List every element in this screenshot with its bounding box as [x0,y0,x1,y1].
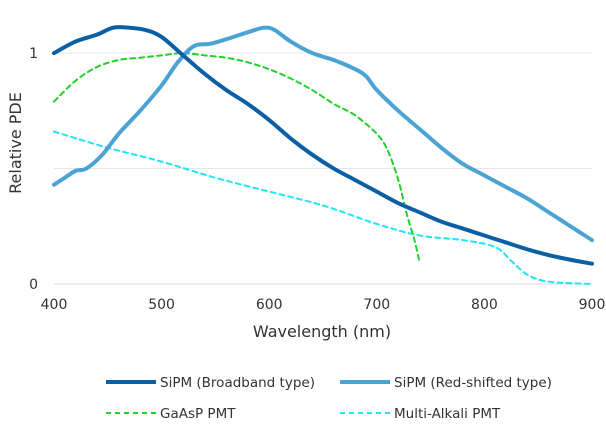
legend-label-0: SiPM (Broadband type) [160,375,315,391]
x-tick-label: 600 [256,297,283,313]
series-line-2 [53,52,421,265]
x-tick-label: 700 [363,297,390,313]
x-tick-label: 400 [41,297,68,313]
y-tick-label: 0 [29,277,38,293]
x-tick-label: 800 [471,297,498,313]
series-line-0 [52,25,594,266]
x-tick-label: 500 [148,297,175,313]
legend: SiPM (Broadband type) SiPM (Red-shifted t… [106,375,552,422]
x-axis-title: Wavelength (nm) [253,322,391,341]
legend-label-2: GaAsP PMT [160,406,236,422]
grid-lines [54,52,592,285]
legend-label-1: SiPM (Red-shifted type) [394,375,552,391]
y-axis-ticks: 01 [29,46,38,293]
x-tick-label: 900 [579,297,606,313]
y-tick-label: 1 [29,46,38,62]
plot-lines [52,25,594,285]
legend-label-3: Multi-Alkali PMT [394,406,501,422]
series-line-1 [52,25,594,243]
series-line-3 [53,130,593,285]
x-axis-ticks: 400 500 600 700 800 900 [41,297,606,313]
y-axis-title: Relative PDE [6,92,25,194]
